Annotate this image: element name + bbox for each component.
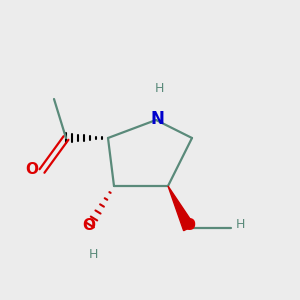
Polygon shape <box>168 186 194 231</box>
Text: N: N <box>151 110 164 128</box>
Text: H: H <box>88 248 98 262</box>
Text: H: H <box>235 218 245 232</box>
Text: O: O <box>82 218 95 232</box>
Text: O: O <box>182 218 196 232</box>
Text: H: H <box>154 82 164 95</box>
Text: O: O <box>25 162 38 177</box>
